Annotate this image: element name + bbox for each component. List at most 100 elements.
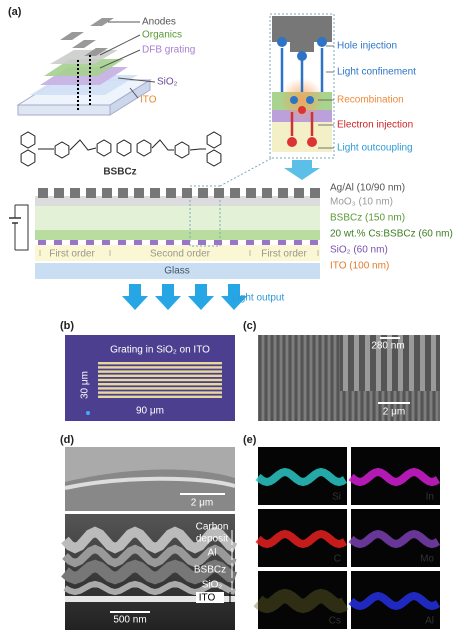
electrode-block (230, 188, 240, 198)
arrow (122, 284, 148, 310)
electrode-block (150, 188, 160, 198)
inset-ridge (420, 335, 425, 391)
ring (96, 139, 112, 157)
electrode-block (70, 188, 80, 198)
inset-ridge (409, 335, 414, 391)
grating-tooth (118, 240, 126, 245)
scale-label: 2 μm (383, 407, 405, 418)
ring (116, 139, 132, 157)
grating-line (98, 383, 222, 386)
width-label: 90 μm (136, 406, 164, 417)
electrode-block (86, 188, 96, 198)
layer-label: ITO (100 nm) (330, 261, 389, 272)
grating-line (98, 391, 222, 394)
electrode-block (118, 188, 128, 198)
map-signal (255, 467, 348, 487)
layer-label: SiO₂ (60 nm) (330, 245, 388, 256)
grating-tooth (38, 240, 46, 245)
bonds (38, 139, 206, 151)
electrode-block (166, 188, 176, 198)
layer-label: BSBCz (194, 565, 226, 576)
ring (20, 149, 36, 167)
electrode-block (310, 188, 320, 198)
electrode-block (246, 188, 256, 198)
scale-label: 2 μm (191, 498, 213, 509)
grating-tooth (294, 240, 302, 245)
element-label: In (426, 492, 434, 503)
light-output-label: Light output (232, 293, 284, 304)
ring (20, 131, 36, 149)
electrode-block (54, 188, 64, 198)
layer-label: 20 wt.% Cs:BSBCz (60 nm) (330, 229, 453, 240)
ring (136, 139, 152, 157)
map-signal (348, 467, 441, 487)
layer-label: Carbon (196, 522, 229, 533)
scale-label: 500 nm (113, 615, 146, 626)
layer-label: MoO₃ (10 nm) (330, 197, 393, 208)
grating-tooth (198, 240, 206, 245)
organics-label: Organics (142, 30, 182, 41)
grating-tooth (102, 240, 110, 245)
glass-label: Glass (164, 266, 190, 277)
micrograph (65, 335, 235, 421)
electrode-block (182, 188, 192, 198)
order-label: Second order (150, 249, 211, 260)
grating-line (98, 378, 222, 382)
arrow (221, 284, 247, 310)
marker (86, 411, 90, 415)
inset-ridge (398, 335, 403, 391)
wavy-layers (61, 526, 238, 596)
order-label: First order (49, 249, 95, 260)
electrode-block (134, 188, 144, 198)
electrode-block (198, 188, 208, 198)
grating-line (98, 362, 222, 365)
caption: Grating in SiO₂ on ITO (110, 345, 210, 356)
electrode-block (38, 188, 48, 198)
grating-tooth (278, 240, 286, 245)
panel-label: (c) (243, 320, 257, 332)
energy-diagram: Hole injection Light confinement Recombi… (269, 13, 416, 180)
ito-label: ITO (140, 95, 157, 106)
device-sketch: Anodes Organics DFB grating SiO₂ ITO (16, 17, 195, 116)
grating-tooth (262, 240, 270, 245)
ring (54, 141, 70, 159)
grating-line (98, 370, 222, 373)
inset-lines (343, 335, 436, 391)
layer-label: Al (208, 548, 217, 559)
element-label: Al (425, 616, 434, 627)
electrode-block (278, 188, 288, 198)
light-output-arrows (122, 284, 247, 310)
recombination: Recombination (337, 95, 404, 106)
layer-label: BSBCz (150 nm) (330, 213, 405, 224)
layer-label: SiO₂ (202, 580, 223, 591)
panel-label: (e) (243, 434, 257, 446)
electrode-block (102, 188, 112, 198)
grating-tooth (70, 240, 78, 245)
height-label: 30 μm (80, 371, 91, 399)
molecule-name: BSBCz (103, 167, 136, 178)
grating-label: DFB grating (142, 45, 195, 56)
inset-ridge (354, 335, 359, 391)
panel-label: (a) (8, 6, 22, 18)
map-signal (255, 529, 348, 549)
grating-line (98, 395, 222, 398)
layer-wave (63, 580, 236, 596)
layer-label: Ag/Al (10/90 nm) (330, 183, 405, 194)
inset-ridge (365, 335, 370, 391)
layer-wave (61, 526, 238, 554)
inset-ridge (431, 335, 436, 391)
grating-tooth (134, 240, 142, 245)
anodes-label: Anodes (142, 17, 176, 28)
grating-line (98, 366, 222, 369)
grating-tooth (246, 240, 254, 245)
grating-tooth (310, 240, 318, 245)
light-confinement: Light confinement (337, 67, 416, 78)
layer-label: deposit (196, 534, 228, 545)
cross-section: First order Second order First order Gla… (9, 157, 320, 279)
inset-ridge (376, 335, 381, 391)
light-outcoupling: Light outcoupling (337, 143, 413, 154)
element-label: Mo (420, 554, 434, 565)
electrode-block (214, 188, 224, 198)
map-bg (258, 571, 347, 629)
